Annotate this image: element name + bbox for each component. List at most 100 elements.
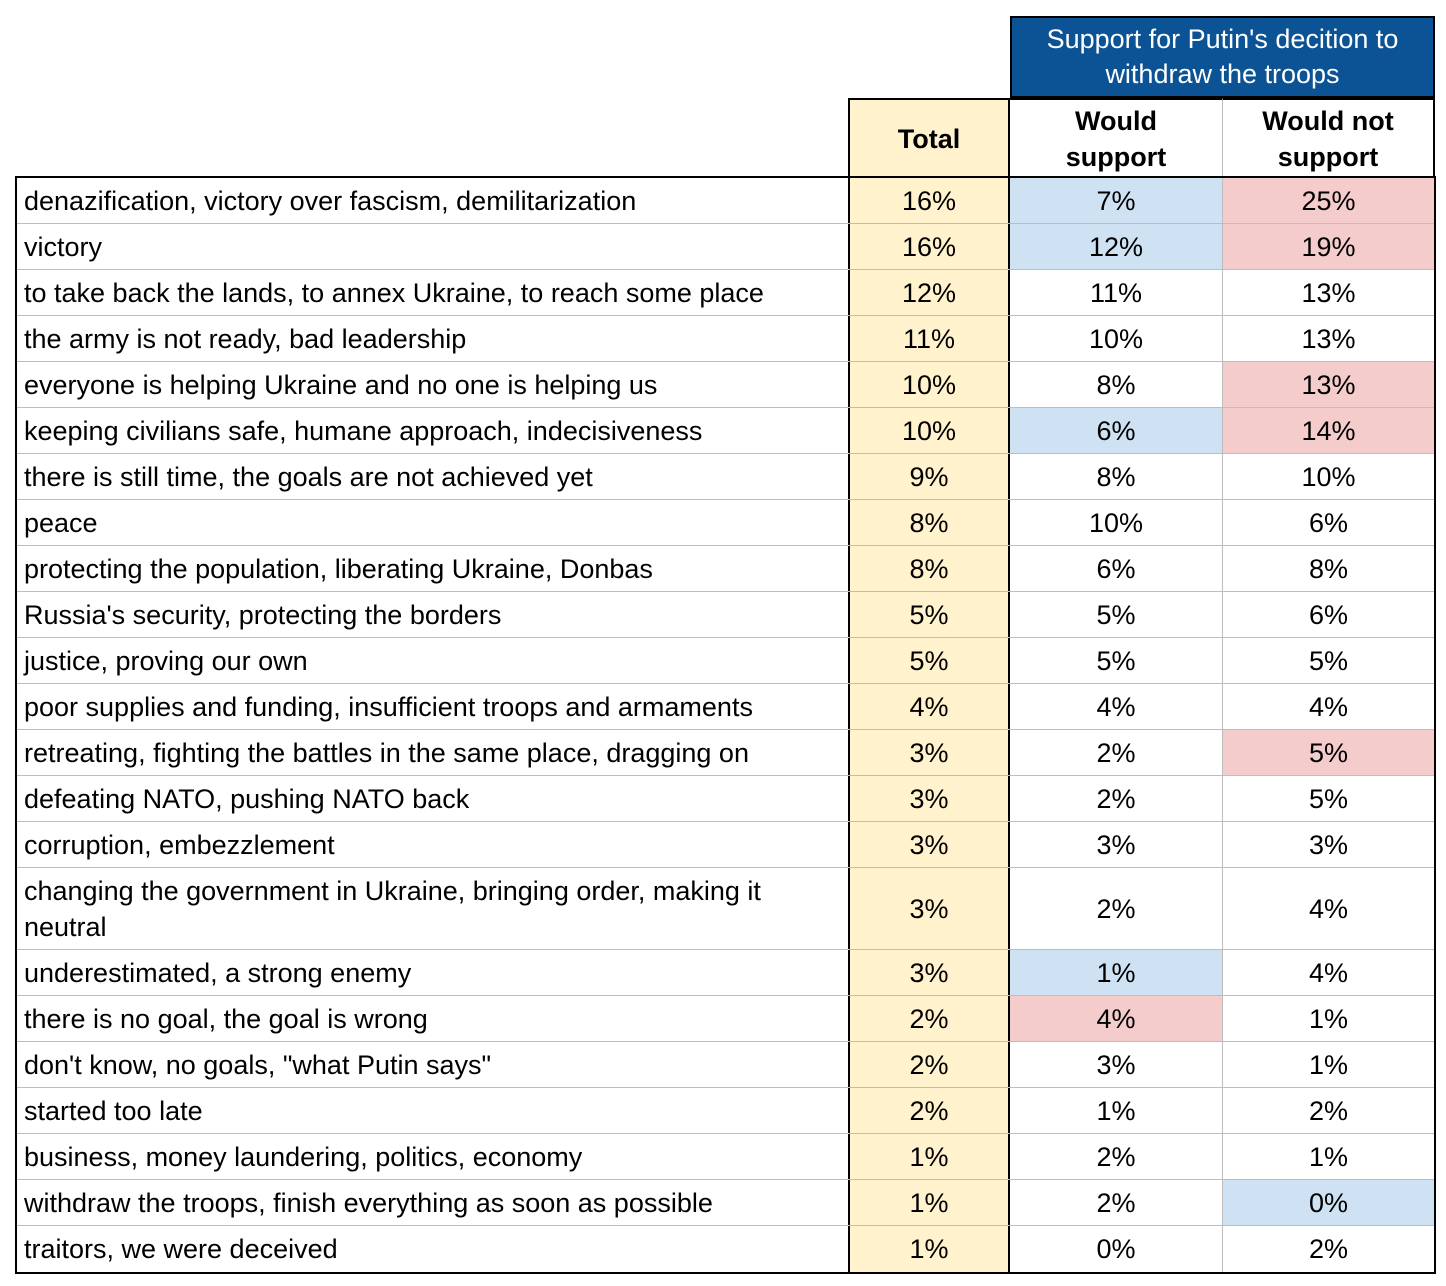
table-row: poor supplies and funding, insufficient …	[17, 684, 1434, 730]
total-cell: 3%	[848, 776, 1010, 821]
would-not-support-cell: 4%	[1222, 868, 1434, 949]
table-row: there is still time, the goals are not a…	[17, 454, 1434, 500]
would-support-cell: 3%	[1096, 1049, 1136, 1080]
would-support-cell: 0%	[1096, 1234, 1136, 1264]
would-not-support-cell: 6%	[1222, 500, 1434, 545]
row-label: traitors, we were deceived	[24, 1234, 338, 1264]
would-not-support-cell: 8%	[1222, 546, 1434, 591]
would-not-support-cell: 3%	[1222, 822, 1434, 867]
would-support-cell: 7%	[1010, 178, 1222, 223]
table-row: protecting the population, liberating Uk…	[17, 546, 1434, 592]
would-support-cell: 4%	[1010, 996, 1222, 1041]
table-row: defeating NATO, pushing NATO back 3% 2% 5%	[17, 776, 1434, 822]
total-cell: 2%	[848, 996, 1010, 1041]
would-not-support-cell: 25%	[1222, 178, 1434, 223]
would-support-cell: 3%	[1096, 829, 1136, 860]
row-label: poor supplies and funding, insufficient …	[24, 691, 753, 722]
would-not-support-cell: 1%	[1222, 996, 1434, 1041]
row-label: business, money laundering, politics, ec…	[24, 1141, 583, 1172]
row-label: retreating, fighting the battles in the …	[24, 737, 749, 768]
row-label: corruption, embezzlement	[24, 829, 335, 860]
would-support-cell: 2%	[1096, 783, 1136, 814]
row-label: denazification, victory over fascism, de…	[24, 185, 637, 216]
group-header: Support for Putin's decition to withdraw…	[1010, 16, 1435, 98]
row-label: don't know, no goals, "what Putin says"	[24, 1049, 492, 1080]
would-support-cell: 8%	[1096, 461, 1136, 492]
table-row: started too late 2% 1% 2%	[17, 1088, 1434, 1134]
column-header-would-support: Would support	[1010, 98, 1222, 178]
table-row: underestimated, a strong enemy 3% 1% 4%	[17, 950, 1434, 996]
would-support-cell: 10%	[1088, 323, 1144, 354]
table-row: business, money laundering, politics, ec…	[17, 1134, 1434, 1180]
total-cell: 1%	[848, 1180, 1010, 1225]
row-label: underestimated, a strong enemy	[24, 957, 412, 988]
table-row: corruption, embezzlement 3% 3% 3%	[17, 822, 1434, 868]
total-cell: 4%	[848, 684, 1010, 729]
row-label: there is still time, the goals are not a…	[24, 461, 593, 492]
table-row: don't know, no goals, "what Putin says" 2…	[17, 1042, 1434, 1088]
total-cell: 2%	[848, 1088, 1010, 1133]
total-cell: 1%	[848, 1134, 1010, 1179]
would-support-cell: 5%	[1096, 645, 1136, 676]
total-cell: 2%	[848, 1042, 1010, 1087]
row-label: victory	[24, 231, 103, 262]
table-row: denazification, victory over fascism, de…	[17, 178, 1434, 224]
table-row: changing the government in Ukraine, brin…	[17, 868, 1434, 950]
row-label: peace	[24, 507, 98, 538]
would-support-cell: 2%	[1096, 1187, 1136, 1218]
would-support-cell: 6%	[1096, 553, 1136, 584]
total-cell: 8%	[848, 500, 1010, 545]
total-cell: 16%	[848, 224, 1010, 269]
total-cell: 12%	[848, 270, 1010, 315]
would-not-support-cell: 1%	[1222, 1134, 1434, 1179]
row-label: Russia's security, protecting the border…	[24, 599, 502, 630]
would-support-cell: 5%	[1096, 599, 1136, 630]
total-cell: 3%	[848, 730, 1010, 775]
would-not-support-cell: 1%	[1222, 1042, 1434, 1087]
row-label: withdraw the troops, finish everything a…	[24, 1187, 713, 1218]
table-row: there is no goal, the goal is wrong 2% 4% 1…	[17, 996, 1434, 1042]
table-row: the army is not ready, bad leadership 11%…	[17, 316, 1434, 362]
would-support-cell: 11%	[1089, 277, 1143, 308]
total-cell: 10%	[848, 408, 1010, 453]
would-support-cell: 2%	[1096, 737, 1136, 768]
would-not-support-cell: 5%	[1222, 730, 1434, 775]
table-row: traitors, we were deceived 1% 0% 2%	[17, 1226, 1434, 1272]
total-cell: 10%	[848, 362, 1010, 407]
would-not-support-cell: 0%	[1222, 1180, 1434, 1225]
would-support-cell: 4%	[1096, 691, 1136, 722]
would-not-support-cell: 4%	[1222, 684, 1434, 729]
would-support-cell: 8%	[1096, 369, 1136, 400]
total-cell: 5%	[848, 592, 1010, 637]
row-label: protecting the population, liberating Uk…	[24, 553, 653, 584]
would-not-support-cell: 14%	[1222, 408, 1434, 453]
table-row: justice, proving our own 5% 5% 5%	[17, 638, 1434, 684]
row-label: justice, proving our own	[24, 645, 308, 676]
table-row: peace 8% 10% 6%	[17, 500, 1434, 546]
would-support-cell: 6%	[1010, 408, 1222, 453]
column-header-total: Total	[848, 98, 1010, 178]
table-row: Russia's security, protecting the border…	[17, 592, 1434, 638]
table-row: keeping civilians safe, humane approach,…	[17, 408, 1434, 454]
total-cell: 16%	[848, 178, 1010, 223]
total-cell: 3%	[848, 822, 1010, 867]
table-row: everyone is helping Ukraine and no one i…	[17, 362, 1434, 408]
column-header-would-not-support: Would not support	[1222, 98, 1435, 178]
would-support-cell: 1%	[1096, 1095, 1136, 1126]
row-label: keeping civilians safe, humane approach,…	[24, 415, 703, 446]
would-not-support-cell: 13%	[1222, 270, 1434, 315]
would-not-support-cell: 5%	[1222, 776, 1434, 821]
row-label: defeating NATO, pushing NATO back	[24, 783, 470, 814]
would-not-support-cell: 4%	[1222, 950, 1434, 995]
would-not-support-cell: 19%	[1222, 224, 1434, 269]
row-label: started too late	[24, 1095, 203, 1126]
would-support-cell: 2%	[1096, 1141, 1136, 1172]
total-cell: 5%	[848, 638, 1010, 683]
would-support-cell: 12%	[1010, 224, 1222, 269]
would-support-cell: 1%	[1010, 950, 1222, 995]
would-support-cell: 2%	[1096, 893, 1136, 924]
would-not-support-cell: 5%	[1222, 638, 1434, 683]
would-not-support-cell: 2%	[1222, 1226, 1434, 1272]
would-not-support-cell: 6%	[1222, 592, 1434, 637]
row-label: to take back the lands, to annex Ukraine…	[24, 277, 764, 308]
